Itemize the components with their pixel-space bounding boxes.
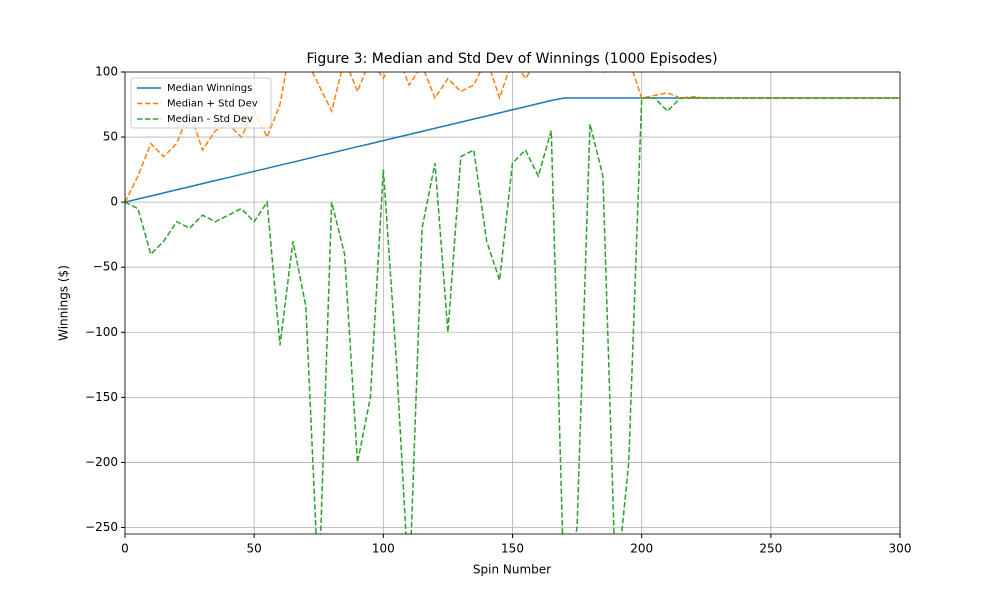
x-tick-label: 150 [501, 542, 524, 556]
x-tick-label: 300 [889, 542, 912, 556]
y-tick-label: −100 [85, 325, 118, 339]
legend-label: Median + Std Dev [167, 99, 258, 110]
x-tick-label: 100 [372, 542, 395, 556]
x-tick-label: 250 [759, 542, 782, 556]
x-tick-label: 50 [247, 542, 262, 556]
x-tick-label: 200 [630, 542, 653, 556]
x-tick-label: 0 [121, 542, 129, 556]
y-tick-label: −150 [85, 390, 118, 404]
legend-label: Median Winnings [167, 83, 252, 94]
x-axis-label: Spin Number [473, 563, 551, 577]
y-tick-label: −50 [93, 260, 118, 274]
line-series [125, 97, 900, 534]
y-tick-label: 50 [103, 130, 118, 144]
plot-frame [124, 71, 901, 535]
y-tick-label: −200 [85, 455, 118, 469]
legend-label: Median - Std Dev [167, 114, 253, 125]
y-axis-label: Winnings ($) [57, 265, 71, 341]
chart-title: Figure 3: Median and Std Dev of Winnings… [306, 51, 717, 67]
y-tick-label: 100 [95, 65, 118, 79]
legend-box [130, 77, 272, 129]
y-tick-label: −250 [85, 520, 118, 534]
y-tick-label: 0 [110, 195, 118, 209]
